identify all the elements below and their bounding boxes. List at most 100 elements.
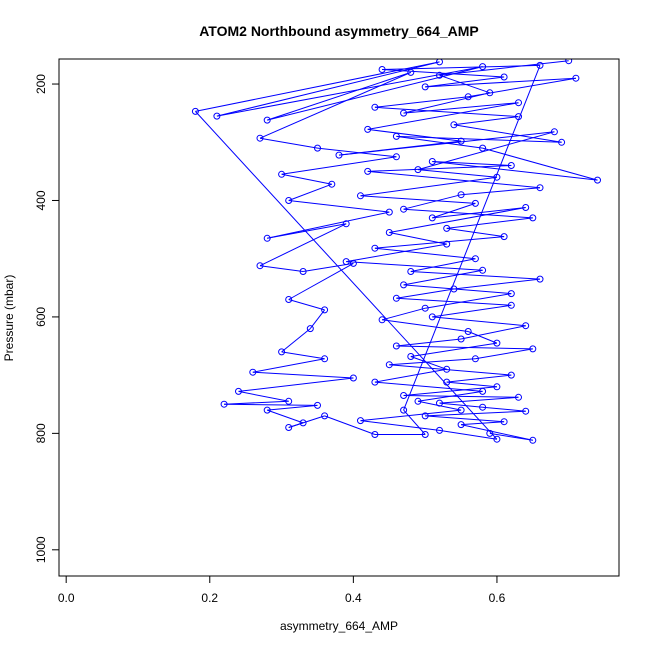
data-point — [321, 412, 329, 420]
series-line-segment — [453, 124, 562, 143]
data-point — [428, 158, 436, 165]
series-line-segment — [259, 137, 318, 149]
data-point — [507, 371, 515, 379]
x-axis-label: asymmetry_664_AMP — [280, 619, 398, 633]
series-line-segment — [374, 106, 519, 118]
data-point — [486, 429, 494, 437]
data-point — [436, 399, 443, 407]
series-line-segment — [403, 269, 483, 286]
data-point — [536, 184, 544, 192]
chart-title: ATOM2 Northbound asymmetry_664_AMP — [199, 23, 479, 39]
series-line-segment — [461, 187, 541, 196]
series-line-segment — [446, 374, 512, 383]
series-line-segment — [252, 371, 354, 379]
data-point — [558, 138, 566, 146]
data-point — [479, 144, 487, 152]
series-line-segment — [252, 358, 325, 373]
data-point — [436, 59, 443, 66]
series-line-segment — [389, 358, 476, 366]
data-point — [249, 368, 257, 376]
series-line-segment — [446, 227, 505, 238]
x-tick-label: 0.6 — [489, 591, 506, 605]
data-point — [220, 400, 228, 408]
data-point — [471, 255, 479, 263]
data-point — [213, 112, 221, 120]
data-point — [529, 214, 537, 222]
data-point — [529, 345, 537, 353]
series-line-segment — [259, 265, 304, 272]
series-line-segment — [281, 328, 311, 353]
series-line-segment — [324, 415, 376, 435]
series-line-segment — [403, 194, 462, 210]
series-line-segment — [475, 348, 533, 360]
series-line-segment — [403, 395, 519, 398]
series-line-segment — [367, 165, 512, 172]
series-line-segment — [410, 271, 541, 280]
data-point — [450, 285, 458, 293]
series-line-segment — [439, 429, 497, 440]
data-point — [349, 259, 357, 267]
data-point — [457, 137, 465, 145]
data-point — [479, 63, 487, 71]
data-point — [371, 244, 379, 252]
data-point — [457, 335, 465, 343]
x-tick-label: 0.4 — [345, 591, 362, 605]
series-line-segment — [461, 421, 505, 426]
series-line-segment — [489, 432, 533, 441]
data-point — [263, 234, 271, 242]
data-point — [507, 290, 515, 298]
series-line-segment — [396, 135, 483, 149]
series-line-segment — [403, 65, 541, 411]
data-point — [486, 89, 494, 97]
data-point — [457, 421, 465, 429]
data-point — [421, 83, 429, 91]
data-point — [493, 383, 501, 391]
data-point — [371, 378, 379, 386]
series-line-segment — [396, 338, 462, 347]
data-point — [392, 132, 400, 140]
data-point — [421, 412, 429, 420]
series-line-segment — [403, 208, 533, 219]
series-line-segment — [403, 284, 512, 295]
data-point — [321, 355, 329, 363]
series-line-segment — [453, 116, 519, 126]
data-point — [263, 406, 271, 414]
series-line-segment — [396, 345, 533, 350]
series-line-segment — [460, 325, 526, 340]
data-point — [522, 322, 530, 330]
data-point — [235, 387, 242, 395]
data-point — [342, 258, 350, 266]
data-point — [457, 191, 465, 199]
series-line-segment — [389, 207, 526, 233]
data-point — [507, 301, 515, 309]
series-line-segment — [267, 71, 411, 121]
series-line-segment — [224, 403, 318, 406]
series-line-segment — [432, 304, 512, 318]
series-line-segment — [446, 381, 497, 388]
series-line-segment — [360, 420, 440, 431]
series-line-segment — [374, 236, 505, 249]
data-point — [522, 407, 530, 415]
data-point — [479, 266, 487, 274]
data-point — [256, 134, 264, 142]
x-tick-label: 0.2 — [201, 591, 218, 605]
data-point — [536, 275, 544, 283]
data-point — [464, 93, 472, 101]
plot-content — [191, 59, 601, 444]
series-line-segment — [374, 247, 476, 260]
data-point — [285, 197, 293, 204]
series-line-segment — [396, 288, 454, 299]
series-line-segment — [288, 415, 325, 428]
data-point — [342, 220, 350, 228]
series-line-segment — [403, 409, 426, 435]
series-line-segment — [267, 404, 318, 411]
series-line-segment — [468, 331, 498, 344]
series-line-segment — [425, 76, 505, 88]
data-point — [357, 192, 364, 200]
data-point — [443, 240, 451, 248]
data-point — [385, 229, 393, 236]
data-point — [321, 306, 329, 314]
data-point — [436, 71, 443, 79]
data-point — [436, 426, 443, 434]
series-line-segment — [410, 356, 447, 370]
